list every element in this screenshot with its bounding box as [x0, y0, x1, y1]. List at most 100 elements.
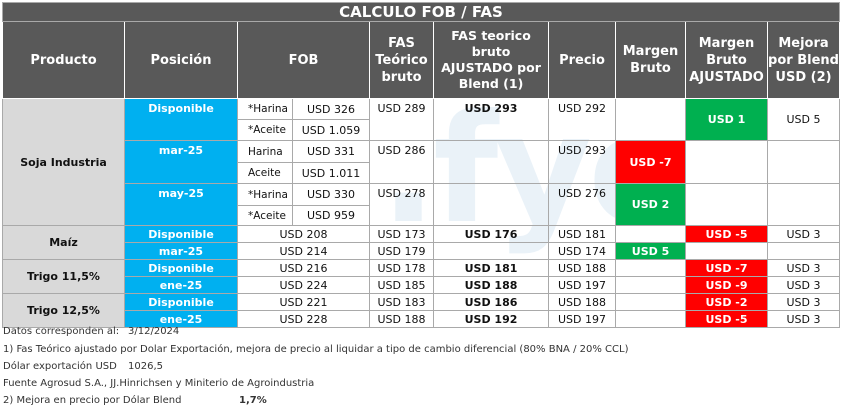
fob-label: *Harina — [237, 98, 293, 120]
fas-ajustado-cell: USD 186 — [433, 293, 549, 311]
fob-value: USD 959 — [292, 205, 370, 226]
nota-1: 1) Fas Teórico ajustado por Dolar Export… — [3, 344, 629, 355]
fob-value: USD 1.059 — [292, 119, 370, 141]
dolar-note: Dólar exportación USD 1026,5 — [3, 361, 163, 372]
mejora-blend-cell: USD 3 — [767, 293, 840, 311]
precio-cell: USD 188 — [548, 293, 616, 311]
precio-cell: USD 188 — [548, 259, 616, 277]
fas-teorico-cell: USD 286 — [369, 140, 434, 184]
fas-teorico-cell: USD 185 — [369, 276, 434, 294]
mejora-blend-cell — [767, 242, 840, 260]
table-title: CALCULO FOB / FAS — [2, 2, 840, 22]
table-row: ene-25 USD 224 USD 185 USD 188 USD 197 U… — [3, 276, 840, 294]
margen-ajustado-cell: USD -5 — [685, 310, 768, 328]
mejora-blend-cell: USD 3 — [767, 310, 840, 328]
dolar-valor: 1026,5 — [128, 361, 163, 372]
position-cell: Disponible — [124, 98, 238, 141]
fob-fas-table: CALCULO FOB / FAS Producto Posición FOB … — [2, 2, 840, 328]
fob-value: USD 228 — [237, 310, 370, 328]
table-row: Aceite USD 1.011 — [3, 162, 840, 184]
fas-ajustado-cell: USD 188 — [433, 276, 549, 294]
margen-ajustado-cell: USD -9 — [685, 276, 768, 294]
fob-value: USD 326 — [292, 98, 370, 120]
margen-bruto-cell: USD -7 — [615, 140, 686, 184]
fas-ajustado-cell: USD 176 — [433, 225, 549, 243]
datos-label: Datos corresponden al: — [3, 326, 120, 337]
position-cell: mar-25 — [124, 242, 238, 260]
header-fob: FOB — [237, 21, 370, 99]
fas-ajustado-cell — [433, 183, 549, 226]
table-row: may-25 *Harina USD 330 USD 278 USD 276 U… — [3, 183, 840, 226]
fas-ajustado-cell: USD 293 — [433, 98, 549, 141]
precio-cell: USD 197 — [548, 276, 616, 294]
table-row: *Aceite USD 1.059 — [3, 119, 840, 141]
fob-value: USD 224 — [237, 276, 370, 294]
mejora-blend-cell: USD 3 — [767, 276, 840, 294]
product-trigo-115: Trigo 11,5% — [2, 259, 125, 294]
product-soja: Soja Industria — [2, 98, 125, 226]
margen-bruto-cell — [615, 276, 686, 294]
header-margen-bruto: Margen Bruto — [615, 21, 686, 99]
mejora-blend-cell: USD 3 — [767, 259, 840, 277]
fob-label: *Aceite — [237, 205, 293, 226]
precio-cell: USD 276 — [548, 183, 616, 226]
fas-teorico-cell: USD 178 — [369, 259, 434, 277]
fob-value: USD 330 — [292, 183, 370, 206]
mejora-blend-cell: USD 5 — [767, 98, 840, 141]
table-row: ene-25 USD 228 USD 188 USD 192 USD 197 U… — [3, 310, 840, 328]
mejora-blend-cell — [767, 140, 840, 184]
margen-ajustado-cell — [685, 183, 768, 226]
precio-cell: USD 292 — [548, 98, 616, 141]
fob-value: USD 331 — [292, 140, 370, 163]
margen-ajustado-cell: USD -5 — [685, 225, 768, 243]
margen-ajustado-cell: USD 1 — [685, 98, 768, 141]
fas-teorico-cell: USD 179 — [369, 242, 434, 260]
fob-value: USD 214 — [237, 242, 370, 260]
fob-value: USD 216 — [237, 259, 370, 277]
margen-bruto-cell — [615, 310, 686, 328]
position-cell: ene-25 — [124, 276, 238, 294]
precio-cell: USD 293 — [548, 140, 616, 184]
table-row: Trigo 12,5% Disponible USD 221 USD 183 U… — [2, 293, 840, 328]
fob-label: Harina — [237, 140, 293, 163]
fas-ajustado-cell — [433, 140, 549, 184]
header-fas-ajustado: FAS teorico bruto AJUSTADO por Blend (1) — [433, 21, 549, 99]
header-posicion: Posición — [124, 21, 238, 99]
mejora-blend-cell: USD 3 — [767, 225, 840, 243]
position-cell: Disponible — [124, 259, 238, 277]
header-margen-ajustado: Margen Bruto AJUSTADO — [685, 21, 768, 99]
datos-note: Datos corresponden al: 3/12/2024 — [3, 326, 179, 337]
fas-ajustado-cell: USD 181 — [433, 259, 549, 277]
header-fas-teorico: FAS Teórico bruto — [369, 21, 434, 99]
fob-value: USD 1.011 — [292, 162, 370, 184]
table-row: Soja Industria Disponible *Harina USD 32… — [2, 98, 840, 226]
fob-value: USD 208 — [237, 225, 370, 243]
position-cell: Disponible — [124, 293, 238, 311]
header-producto: Producto — [2, 21, 125, 99]
margen-bruto-cell — [615, 225, 686, 243]
precio-cell: USD 174 — [548, 242, 616, 260]
fas-teorico-cell: USD 188 — [369, 310, 434, 328]
title-row: CALCULO FOB / FAS — [2, 2, 840, 22]
table-row: *Aceite USD 959 — [3, 205, 840, 226]
margen-ajustado-cell — [685, 242, 768, 260]
header-mejora-blend: Mejora por Blend USD (2) — [767, 21, 840, 99]
nota-2: 2) Mejora en precio por Dólar Blend 1,7% — [3, 395, 267, 406]
margen-ajustado-cell: USD -7 — [685, 259, 768, 277]
fuente-note: Fuente Agrosud S.A., JJ.Hinrichsen y Min… — [3, 378, 315, 389]
fob-label: Aceite — [237, 162, 293, 184]
fas-teorico-cell: USD 183 — [369, 293, 434, 311]
margen-ajustado-cell: USD -2 — [685, 293, 768, 311]
nota-2-label: 2) Mejora en precio por Dólar Blend — [3, 395, 182, 406]
fas-teorico-cell: USD 289 — [369, 98, 434, 141]
mejora-blend-cell — [767, 183, 840, 226]
position-cell: ene-25 — [124, 310, 238, 328]
precio-cell: USD 181 — [548, 225, 616, 243]
nota-2-valor: 1,7% — [239, 395, 267, 406]
position-cell: Disponible — [124, 225, 238, 243]
header-row: Producto Posición FOB FAS Teórico bruto … — [2, 21, 840, 99]
position-cell: may-25 — [124, 183, 238, 226]
product-trigo-125: Trigo 12,5% — [2, 293, 125, 328]
table-row: Trigo 11,5% Disponible USD 216 USD 178 U… — [2, 259, 840, 294]
product-maiz: Maíz — [2, 225, 125, 260]
